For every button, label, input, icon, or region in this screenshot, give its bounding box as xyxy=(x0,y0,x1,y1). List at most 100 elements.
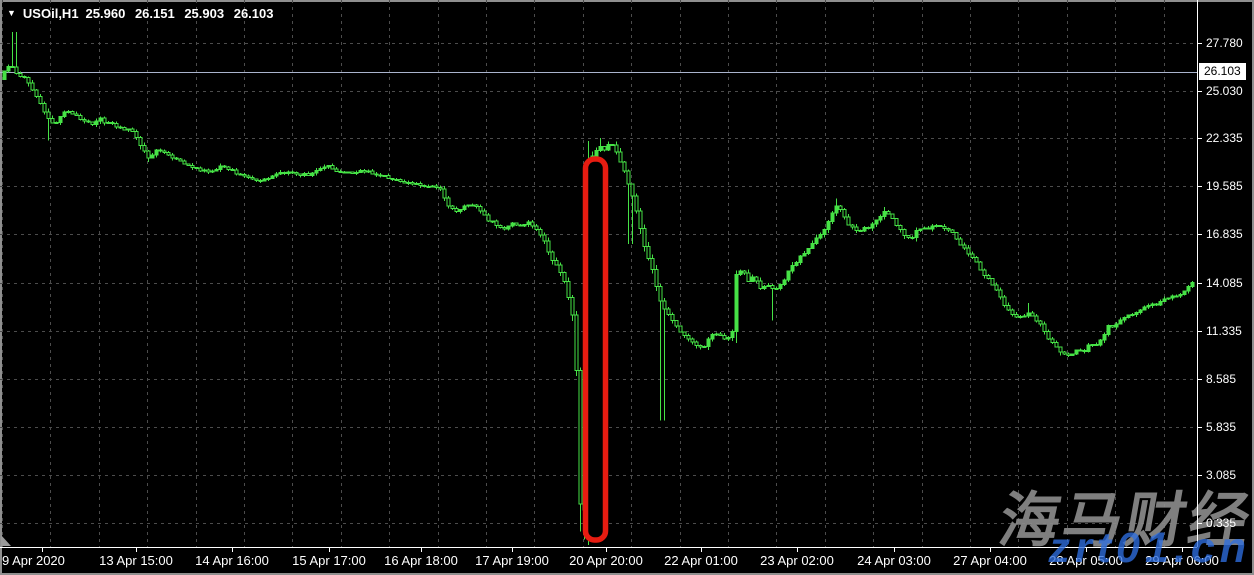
crash-highlight-rect[interactable] xyxy=(582,156,609,543)
candle-body xyxy=(266,178,271,181)
time-tick xyxy=(606,548,607,552)
candle-body xyxy=(10,66,15,69)
candle-body xyxy=(1034,315,1039,322)
candle-body xyxy=(38,96,43,105)
candle-body xyxy=(726,337,731,340)
candle-body xyxy=(414,182,419,185)
candle-body xyxy=(550,251,555,261)
price-tick xyxy=(1198,427,1202,428)
candle-body xyxy=(398,178,403,183)
candle-body xyxy=(122,126,127,131)
candle-body xyxy=(1166,297,1171,300)
candle-body xyxy=(242,173,247,177)
candle-body xyxy=(78,114,83,120)
candle-body xyxy=(630,183,635,197)
candle-body xyxy=(1070,353,1075,356)
price-axis[interactable]: 27.780 25.030 22.335 19.585 16.835 14.085 11.3… xyxy=(1197,0,1254,547)
price-label: 14.085 xyxy=(1206,275,1243,290)
candle-body xyxy=(966,247,971,255)
candle-body xyxy=(530,221,535,227)
candle-body xyxy=(1058,346,1063,353)
candle-body xyxy=(42,103,47,113)
candle-body xyxy=(222,165,227,168)
candle-body xyxy=(1130,314,1135,317)
candle-body xyxy=(406,181,411,184)
candle-body xyxy=(922,227,927,230)
candle-body xyxy=(182,160,187,165)
price-tick xyxy=(1198,138,1202,139)
candle-body xyxy=(826,221,831,231)
candle-body xyxy=(1022,315,1027,318)
time-tick xyxy=(42,548,43,552)
price-tick xyxy=(1198,43,1202,44)
candle-body xyxy=(662,300,667,310)
candle-body xyxy=(150,154,155,159)
candle-body xyxy=(58,116,63,123)
candle-body xyxy=(334,168,339,172)
time-axis[interactable]: 9 Apr 2020 13 Apr 15:00 14 Apr 16:00 15 Apr… xyxy=(0,548,1254,575)
candle-body xyxy=(654,269,659,287)
candle-body xyxy=(970,253,975,259)
candle-body xyxy=(234,169,239,175)
candle-body xyxy=(730,330,735,339)
candle-body xyxy=(718,333,723,337)
candle-body xyxy=(566,281,571,298)
candle-body xyxy=(838,205,843,211)
candle-body xyxy=(1086,344,1091,353)
candle-body xyxy=(918,228,923,232)
candle-body xyxy=(1110,324,1115,328)
candle-body xyxy=(850,224,855,228)
candle-body xyxy=(810,243,815,249)
candle-body xyxy=(518,224,523,227)
candle-body xyxy=(374,173,379,176)
candle-body xyxy=(354,171,359,174)
candle-body xyxy=(542,234,547,242)
candle-body xyxy=(218,165,223,171)
time-tick xyxy=(512,548,513,552)
candle-body xyxy=(106,121,111,124)
candle-body xyxy=(742,270,747,274)
candle-body xyxy=(914,230,919,239)
time-label: 23 Apr 02:00 xyxy=(760,553,834,568)
price-label: 22.335 xyxy=(1206,131,1243,146)
candle-body xyxy=(1134,312,1139,316)
price-label: 11.335 xyxy=(1206,323,1242,338)
candle-body xyxy=(138,136,143,146)
candle-body xyxy=(282,171,287,174)
candle-body xyxy=(754,276,759,282)
candle-body xyxy=(710,334,715,340)
candle-body xyxy=(506,225,511,230)
candle-body xyxy=(702,345,707,348)
time-label: 24 Apr 03:00 xyxy=(857,553,931,568)
price-tick xyxy=(1198,234,1202,235)
candle-body xyxy=(738,270,743,275)
corner-marker-icon xyxy=(1,535,11,546)
candle-body xyxy=(798,255,803,264)
price-label: 19.585 xyxy=(1206,179,1243,194)
candle-body xyxy=(830,212,835,223)
candle-body xyxy=(102,117,107,124)
candle-body xyxy=(18,72,23,77)
candle-body xyxy=(790,264,795,272)
candle-body xyxy=(210,170,215,173)
candle-body xyxy=(378,174,383,177)
candle-body xyxy=(870,223,875,229)
candle-body xyxy=(170,154,175,159)
candle-body xyxy=(906,235,911,238)
candle-body xyxy=(690,338,695,343)
symbol-dropdown-icon[interactable]: ▼ xyxy=(7,8,16,18)
time-label: 15 Apr 17:00 xyxy=(292,553,366,568)
chart-canvas[interactable] xyxy=(0,0,1197,547)
candle-body xyxy=(894,217,899,226)
candle-body xyxy=(878,216,883,221)
candle-body xyxy=(190,164,195,169)
candle-body xyxy=(706,338,711,347)
candle-body xyxy=(1138,309,1143,314)
candle-body xyxy=(734,273,739,332)
candle-body xyxy=(618,151,623,163)
price-label: 27.780 xyxy=(1206,36,1243,50)
candle-body xyxy=(846,216,851,226)
candle-body xyxy=(254,178,259,181)
candle-body xyxy=(1018,315,1023,318)
